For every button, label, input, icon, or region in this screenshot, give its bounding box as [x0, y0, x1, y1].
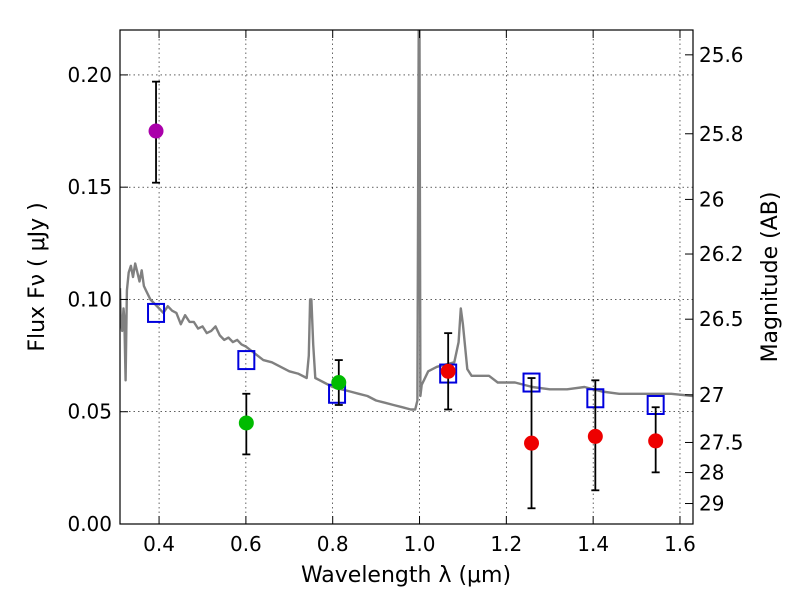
magnitude-tick-label: 29 [699, 492, 724, 516]
x-tick-label: 0.8 [317, 532, 349, 556]
magnitude-tick-label: 26.5 [699, 307, 744, 331]
observed-photometry-point [148, 123, 164, 139]
plot-area [120, 30, 693, 510]
y-tick-label: 0.20 [67, 63, 112, 87]
observed-photometry-point [587, 428, 603, 444]
axis-ticks [120, 30, 693, 525]
x-tick-label: 0.6 [230, 532, 262, 556]
x-axis-label: Wavelength λ (μm) [301, 563, 511, 588]
observed-photometry-point [648, 433, 664, 449]
model-spectrum-line [120, 30, 693, 411]
plot-frame [119, 29, 694, 525]
x-tick-label: 1.2 [490, 532, 522, 556]
model-photometry-square [147, 302, 166, 323]
x-tick-label: 0.4 [143, 532, 175, 556]
x-tick-label: 1.0 [404, 532, 436, 556]
observed-photometry-point [524, 435, 540, 451]
axis-tick-labels: 0.4 0.6 0.8 1.0 1.2 1.4 1.6 0.00 0.05 0.10 0.15 0.2… [67, 43, 743, 556]
observed-photometry-markers [148, 80, 664, 510]
observed-photometry-point [331, 375, 347, 391]
observed-photometry-point [238, 415, 254, 431]
observed-photometry-point [440, 363, 456, 379]
magnitude-tick-label: 28 [699, 461, 724, 485]
x-tick-label: 1.6 [664, 532, 696, 556]
y-tick-label: 0.05 [67, 400, 112, 424]
model-photometry-square [237, 350, 256, 371]
magnitude-tick-label: 25.6 [699, 43, 744, 67]
magnitude-tick-label: 27 [699, 383, 724, 407]
magnitude-tick-label: 27.5 [699, 430, 744, 454]
y-tick-label: 0.15 [67, 175, 112, 199]
magnitude-tick-label: 26 [699, 187, 724, 211]
y-tick-label: 0.10 [67, 287, 112, 311]
model-spectrum [120, 30, 693, 411]
x-tick-label: 1.4 [577, 532, 609, 556]
right-y-axis-label: Magnitude (AB) [758, 192, 783, 363]
magnitude-tick-label: 26.2 [699, 242, 744, 266]
y-axis-label: Flux Fν ( μJy ) [25, 202, 50, 351]
magnitude-tick-label: 25.8 [699, 122, 744, 146]
y-tick-label: 0.00 [67, 512, 112, 536]
